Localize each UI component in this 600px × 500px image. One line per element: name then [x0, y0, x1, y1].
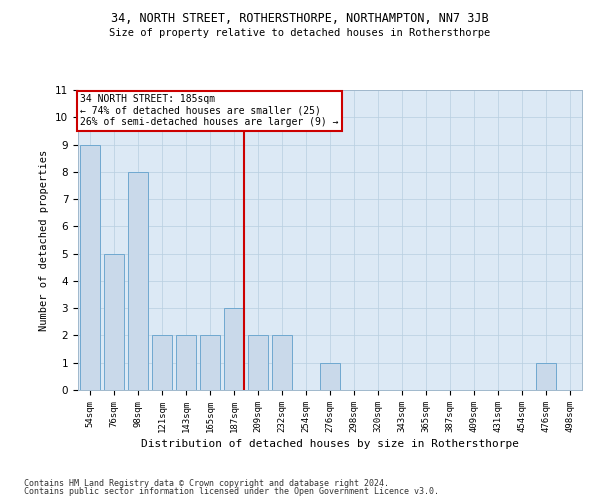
Bar — [536, 362, 556, 390]
Bar — [104, 254, 124, 390]
Bar — [320, 362, 340, 390]
Bar — [272, 336, 292, 390]
Bar — [200, 336, 220, 390]
Bar — [80, 144, 100, 390]
Text: Contains public sector information licensed under the Open Government Licence v3: Contains public sector information licen… — [24, 487, 439, 496]
X-axis label: Distribution of detached houses by size in Rothersthorpe: Distribution of detached houses by size … — [141, 439, 519, 449]
Text: Contains HM Land Registry data © Crown copyright and database right 2024.: Contains HM Land Registry data © Crown c… — [24, 478, 389, 488]
Bar — [128, 172, 148, 390]
Text: 34 NORTH STREET: 185sqm
← 74% of detached houses are smaller (25)
26% of semi-de: 34 NORTH STREET: 185sqm ← 74% of detache… — [80, 94, 338, 128]
Y-axis label: Number of detached properties: Number of detached properties — [40, 150, 49, 330]
Text: 34, NORTH STREET, ROTHERSTHORPE, NORTHAMPTON, NN7 3JB: 34, NORTH STREET, ROTHERSTHORPE, NORTHAM… — [111, 12, 489, 26]
Bar — [248, 336, 268, 390]
Bar — [152, 336, 172, 390]
Bar — [176, 336, 196, 390]
Bar — [224, 308, 244, 390]
Text: Size of property relative to detached houses in Rothersthorpe: Size of property relative to detached ho… — [109, 28, 491, 38]
